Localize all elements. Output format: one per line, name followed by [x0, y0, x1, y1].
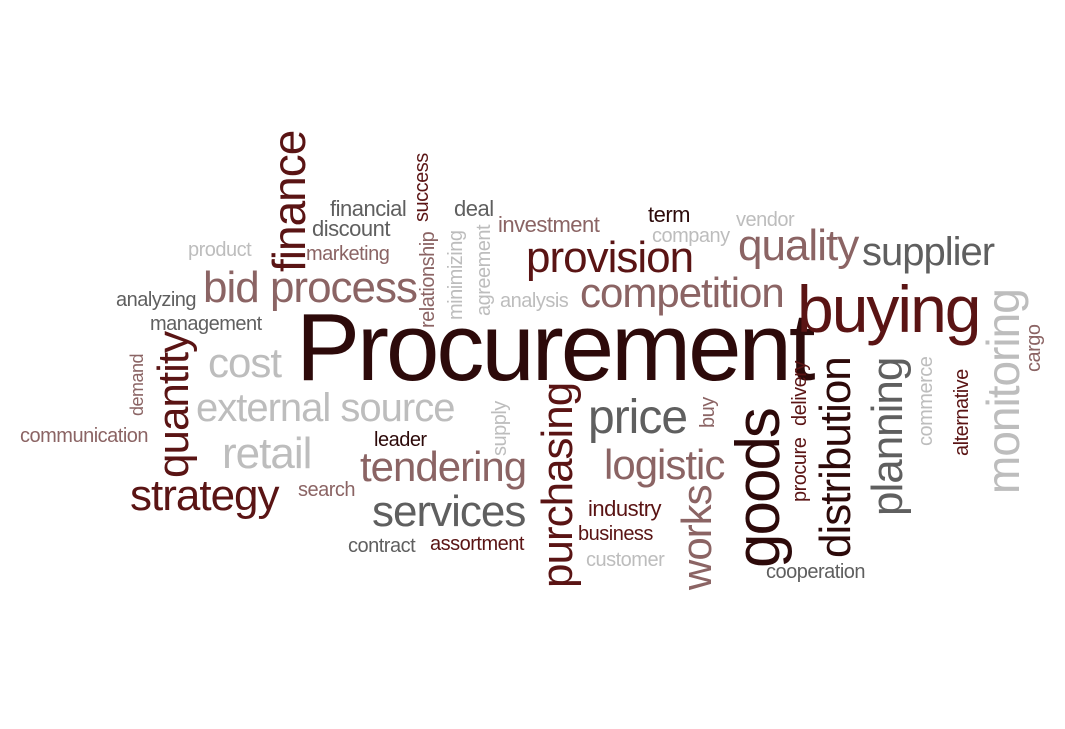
- word-contract: contract: [348, 535, 416, 557]
- word-planning: planning: [863, 357, 912, 516]
- word-price: price: [588, 391, 688, 444]
- word-quantity: quantity: [149, 331, 198, 478]
- word-communication: communication: [20, 425, 149, 447]
- word-success: success: [411, 153, 433, 222]
- word-minimizing: minimizing: [445, 230, 467, 320]
- word-deal: deal: [454, 196, 494, 221]
- word-agreement: agreement: [473, 224, 495, 316]
- word-services: services: [372, 487, 526, 536]
- word-delivery: delivery: [789, 361, 811, 426]
- word-management: management: [150, 313, 262, 335]
- word-supply: supply: [489, 401, 511, 456]
- word-cargo: cargo: [1023, 324, 1045, 372]
- word-distribution: distribution: [811, 357, 860, 558]
- word-term: term: [648, 202, 691, 227]
- word-quality: quality: [738, 221, 859, 270]
- word-product: product: [188, 239, 252, 261]
- word-financial: financial: [330, 196, 407, 221]
- word-analyzing: analyzing: [116, 289, 197, 311]
- word-cooperation: cooperation: [766, 561, 866, 583]
- word-relationship: relationship: [417, 231, 439, 328]
- word-supplier: supplier: [862, 230, 995, 274]
- word-vendor: vendor: [736, 209, 795, 231]
- word-business: business: [578, 523, 653, 545]
- word-logistic: logistic: [604, 441, 725, 488]
- word-customer: customer: [586, 549, 665, 571]
- word-tendering: tendering: [360, 443, 527, 490]
- word-commerce: commerce: [915, 356, 937, 446]
- word-cost: cost: [208, 339, 282, 386]
- word-analysis: analysis: [500, 290, 569, 312]
- word-purchasing: purchasing: [533, 382, 582, 588]
- word-external-source: external source: [196, 386, 455, 430]
- word-leader: leader: [374, 429, 427, 451]
- word-marketing: marketing: [306, 243, 390, 265]
- word-monitoring: monitoring: [977, 289, 1029, 494]
- word-works: works: [673, 485, 720, 590]
- word-discount: discount: [312, 216, 390, 241]
- word-competition: competition: [580, 269, 785, 316]
- word-assortment: assortment: [430, 533, 524, 555]
- word-retail: retail: [222, 429, 312, 478]
- word-buying: buying: [797, 272, 981, 346]
- word-provision: provision: [526, 233, 694, 282]
- word-strategy: strategy: [130, 471, 280, 520]
- word-buy: buy: [697, 397, 719, 428]
- word-alternative: alternative: [951, 369, 973, 456]
- word-demand: demand: [127, 353, 147, 416]
- word-procurement: Procurement: [296, 294, 816, 401]
- word-procure: procure: [789, 437, 811, 502]
- word-search: search: [298, 479, 356, 501]
- word-industry: industry: [588, 496, 662, 521]
- word-bid-process: bid process: [203, 263, 418, 312]
- word-company: company: [652, 225, 730, 247]
- word-goods: goods: [724, 409, 793, 568]
- word-investment: investment: [498, 212, 600, 237]
